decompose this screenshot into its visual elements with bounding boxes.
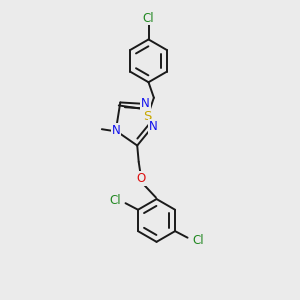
Text: N: N bbox=[111, 124, 120, 137]
Text: O: O bbox=[136, 172, 146, 185]
Text: N: N bbox=[148, 120, 157, 133]
Text: Cl: Cl bbox=[192, 234, 204, 247]
Text: Cl: Cl bbox=[109, 194, 121, 207]
Text: S: S bbox=[143, 110, 152, 123]
Text: Cl: Cl bbox=[143, 11, 154, 25]
Text: N: N bbox=[141, 98, 150, 110]
